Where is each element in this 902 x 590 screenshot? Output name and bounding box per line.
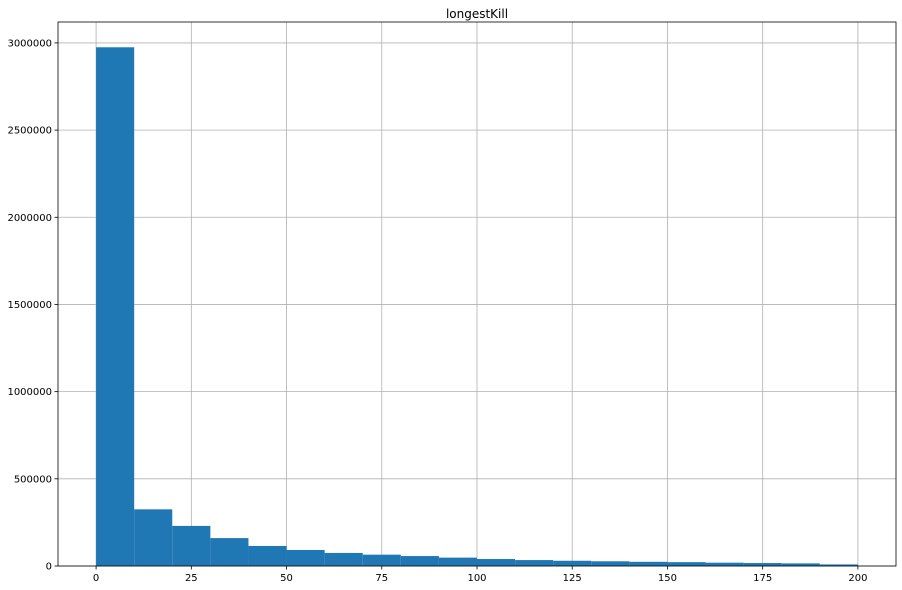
x-tick-label: 125 [563,573,582,584]
y-tick-label: 2000000 [7,213,52,224]
x-tick-label: 0 [93,573,99,584]
y-tick-label: 500000 [14,474,52,485]
y-tick-label: 1000000 [7,387,52,398]
x-tick-label: 175 [753,573,772,584]
histogram-bar [172,525,211,566]
histogram-bar [781,563,820,566]
y-tick-label: 1500000 [7,300,52,311]
x-tick-label: 150 [658,573,677,584]
histogram-bar [629,561,668,566]
histogram-bar [477,559,516,566]
x-tick-label: 25 [185,573,198,584]
x-tick-label: 200 [848,573,867,584]
histogram-bar [553,560,592,566]
histogram-bar [400,556,439,566]
y-axis-ticks: 0 500000 1000000 1500000 2000000 2500000 30000… [7,38,58,573]
histogram-bar [743,563,782,566]
y-tick-label: 3000000 [7,38,52,49]
histogram-bar [667,562,706,566]
x-axis-ticks: 0 25 50 75 100 125 150 175 200 [93,566,867,584]
x-tick-label: 75 [375,573,388,584]
histogram-bar [705,562,744,566]
y-tick-label: 0 [46,562,52,573]
histogram-bar [362,554,401,566]
bars [96,47,858,567]
histogram-bar [248,545,287,566]
histogram-bar [210,538,249,566]
histogram-bar [591,561,630,566]
histogram-bar [286,549,325,566]
x-tick-label: 50 [280,573,293,584]
histogram-bar [134,509,173,566]
histogram-bar [819,564,858,566]
histogram-bar [96,47,135,567]
histogram-bar [438,557,477,566]
chart-title: longestKill [446,7,508,21]
y-tick-label: 2500000 [7,126,52,137]
histogram-bar [515,560,554,566]
x-tick-label: 100 [467,573,486,584]
grid [58,22,896,567]
histogram-bar [324,552,363,566]
